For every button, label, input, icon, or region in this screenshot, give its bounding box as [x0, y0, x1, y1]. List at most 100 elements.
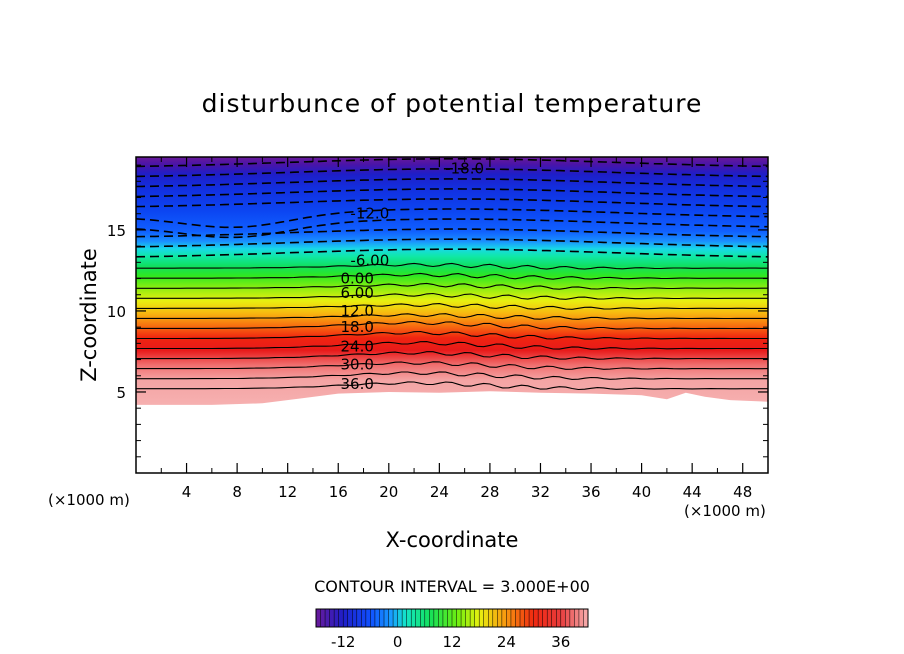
colorbar-tick-label: -12 — [331, 633, 356, 651]
colorbar-segment — [320, 609, 326, 627]
colorbar-segment — [316, 609, 321, 627]
contour-line — [135, 248, 769, 258]
x-tick-label: 32 — [531, 483, 550, 501]
colorbar-tick-label: 24 — [497, 633, 516, 651]
contour-line — [136, 341, 768, 350]
y-tick-label: 10 — [107, 303, 126, 321]
contour-label: -6.00 — [350, 252, 389, 270]
contour-label: 24.0 — [340, 338, 373, 356]
colorbar-segment — [520, 609, 525, 627]
colorbar-segment — [479, 609, 485, 627]
colorbar-tick-label: 0 — [393, 633, 403, 651]
contour-line — [136, 371, 768, 380]
colorbar-segment — [361, 609, 367, 627]
contour-label: 12.0 — [340, 302, 373, 320]
colorbar-segment — [529, 609, 534, 627]
y-axis: 5 10 15 — [107, 164, 768, 458]
colorbar-segment — [452, 609, 457, 627]
colorbar-tick-labels: -12 0 12 24 36 — [331, 633, 570, 651]
colorbar-tick-label: 12 — [442, 633, 461, 651]
x-tick-label: 20 — [379, 483, 398, 501]
colorbar-segment — [547, 609, 553, 627]
contour-line — [136, 303, 768, 310]
colorbar-segment — [347, 609, 353, 627]
x-tick-label: 8 — [232, 483, 242, 501]
contour-line — [136, 381, 768, 391]
contour-line — [136, 282, 768, 290]
colorbar-segment — [556, 609, 562, 627]
colorbar-segment — [492, 609, 498, 627]
colorbar-segment — [578, 609, 584, 627]
colorbar-segment — [465, 609, 471, 627]
colorbar-segment — [461, 609, 466, 627]
colorbar-segment — [388, 609, 394, 627]
contour-lines — [135, 158, 769, 391]
contour-line — [136, 330, 768, 340]
colorbar-segment — [352, 609, 358, 627]
filled-field — [136, 157, 768, 405]
x-tick-label: 48 — [733, 483, 752, 501]
x-tick-label: 28 — [480, 483, 499, 501]
colorbar-segment — [420, 609, 426, 627]
colorbar-segment — [583, 609, 589, 627]
colorbar-segment — [370, 609, 376, 627]
contour-line — [135, 228, 769, 238]
contour-label: 6.00 — [340, 284, 373, 302]
colorbar-segment — [497, 609, 503, 627]
contour-line — [136, 262, 768, 270]
plot-frame — [135, 156, 769, 474]
colorbar-segment — [397, 609, 403, 627]
x-tick-label: 12 — [278, 483, 297, 501]
contour-label: -18.0 — [445, 159, 484, 177]
x-tick-label: 24 — [430, 483, 449, 501]
colorbar-segment — [488, 609, 494, 627]
colorbar-segment — [402, 609, 407, 627]
y-axis-label: Z-coordinate — [77, 248, 101, 382]
colorbar-segment — [533, 609, 539, 627]
colorbar-segment — [334, 609, 339, 627]
colorbar-segment — [515, 609, 521, 627]
colorbar-segment — [379, 609, 385, 627]
colorbar-segment — [429, 609, 435, 627]
x-tick-label: 16 — [329, 483, 348, 501]
colorbar-segment — [393, 609, 398, 627]
colorbar-segment — [483, 609, 489, 627]
colorbar-segment — [325, 609, 330, 627]
colorbar-tick-label: 36 — [551, 633, 570, 651]
colorbar-segment — [365, 609, 371, 627]
contour-label: 30.0 — [340, 355, 373, 373]
contour-line — [136, 351, 768, 360]
colorbar-segment — [338, 609, 344, 627]
y-tick-label: 5 — [116, 384, 126, 402]
contour-label: 18.0 — [340, 318, 373, 336]
colorbar-segment — [551, 609, 557, 627]
x-axis-unit-left: (×1000 m) — [48, 491, 130, 509]
colorbar-segment — [560, 609, 566, 627]
colorbar — [315, 608, 589, 628]
colorbar-segment — [415, 609, 421, 627]
contour-label: -12.0 — [350, 205, 389, 223]
colorbar-segment — [438, 609, 444, 627]
x-tick-label: 36 — [581, 483, 600, 501]
chart-title: disturbunce of potential temperature — [202, 89, 703, 118]
colorbar-segment — [569, 609, 575, 627]
colorbar-segment — [329, 609, 335, 627]
colorbar-segment — [343, 609, 349, 627]
x-tick-label: 4 — [182, 483, 192, 501]
colorbar-frame — [315, 608, 589, 628]
contour-line — [136, 292, 768, 300]
colorbar-segment — [565, 609, 571, 627]
colorbar-segment — [447, 609, 453, 627]
contour-line — [135, 208, 769, 229]
colorbar-segment — [506, 609, 512, 627]
contour-label: 36.0 — [340, 375, 373, 393]
colorbar-segment — [470, 609, 475, 627]
x-axis-unit-right: (×1000 m) — [684, 502, 766, 520]
colorbar-segment — [524, 609, 530, 627]
colorbar-segment — [424, 609, 430, 627]
colorbar-segment — [538, 609, 543, 627]
contour-line — [136, 361, 769, 370]
colorbar-segment — [542, 609, 548, 627]
y-tick-label: 15 — [107, 222, 126, 240]
